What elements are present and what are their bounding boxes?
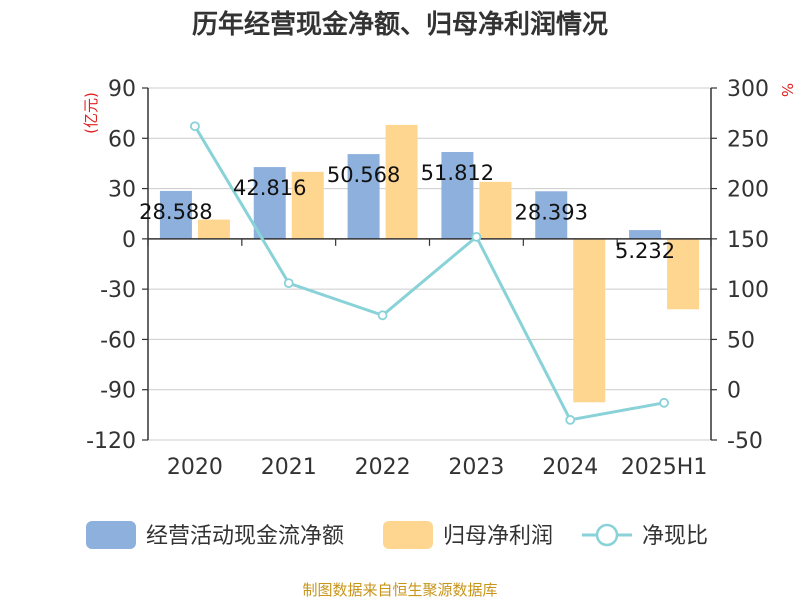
- y-right-tick-label: 0: [727, 379, 741, 404]
- line-point: [471, 231, 482, 242]
- y-right-tick-label: 100: [727, 278, 769, 303]
- bar: [347, 154, 380, 239]
- y-left-tick-label: -120: [86, 429, 136, 454]
- bar: [197, 219, 230, 239]
- line-point: [659, 397, 669, 408]
- x-tick-label: 2022: [355, 455, 411, 480]
- y-left-unit-label: (亿元): [82, 92, 100, 134]
- x-tick-label: 2024: [542, 455, 598, 480]
- y-left-tick-label: 90: [108, 77, 136, 102]
- line-point: [377, 310, 388, 321]
- y-right-tick-label: -50: [727, 429, 763, 454]
- legend-marker-ratio: [595, 523, 619, 547]
- y-left-tick-label: -60: [100, 328, 136, 353]
- y-right-tick-label: 300: [727, 77, 769, 102]
- bar: [535, 191, 568, 239]
- x-tick-label: 2023: [448, 455, 504, 480]
- line-point: [565, 414, 576, 425]
- y-right-tick-label: 150: [727, 228, 769, 253]
- y-left-tick-label: 0: [122, 228, 136, 253]
- legend-label-net-profit: 归母净利润: [443, 524, 553, 549]
- source-note: 制图数据来自恒生聚源数据库: [302, 581, 497, 599]
- bar-data-label: 42.816: [233, 176, 306, 200]
- x-tick-label: 2021: [261, 455, 317, 480]
- y-right-tick-label: 250: [727, 127, 769, 152]
- y-left-tick-label: -30: [100, 278, 136, 303]
- bar-data-label: 28.588: [139, 200, 212, 224]
- line-point: [190, 121, 200, 132]
- data-labels: 28.588 42.816 50.568 51.812 28.393 5.232: [139, 161, 675, 263]
- bar-data-label: 50.568: [327, 163, 400, 187]
- chart-title: 历年经营现金净额、归母净利润情况: [192, 9, 608, 40]
- y-left-tick-label: -90: [100, 379, 136, 404]
- x-tick-label: 2025H1: [621, 455, 708, 480]
- y-right-tick-label: 200: [727, 178, 769, 203]
- legend-swatch-cashflow: [86, 521, 136, 549]
- x-tick-label: 2020: [167, 455, 223, 480]
- bar: [385, 124, 418, 239]
- legend-swatch-net-profit: [383, 521, 433, 549]
- y-left-tick-label: 30: [108, 178, 136, 203]
- y-left-tick-label: 60: [108, 127, 136, 152]
- legend-label-cashflow: 经营活动现金流净额: [146, 524, 344, 549]
- y-right-unit-label: %: [778, 83, 796, 97]
- net-cash-ratio-line: [193, 125, 665, 422]
- bar-data-label: 28.393: [515, 200, 588, 224]
- bar-data-label: 5.232: [615, 239, 675, 263]
- line-series: [190, 121, 669, 425]
- bar-series: [159, 124, 700, 403]
- y-right-tick-label: 50: [727, 328, 755, 353]
- bar: [441, 152, 474, 239]
- bar: [667, 238, 700, 310]
- line-point: [283, 278, 294, 289]
- bar: [629, 230, 662, 239]
- bar: [253, 167, 286, 239]
- bar: [479, 181, 512, 239]
- bar: [573, 238, 606, 403]
- gridlines: [148, 87, 711, 441]
- legend-label-ratio: 净现比: [642, 524, 708, 549]
- legend: 经营活动现金流净额 归母净利润 净现比: [86, 521, 708, 549]
- bar-data-label: 51.812: [421, 161, 494, 185]
- bar: [159, 190, 192, 239]
- tick-labels: 9060300-30-60-90-120300250200150100500-5…: [86, 77, 769, 480]
- bar: [291, 171, 324, 239]
- axes: [142, 87, 717, 441]
